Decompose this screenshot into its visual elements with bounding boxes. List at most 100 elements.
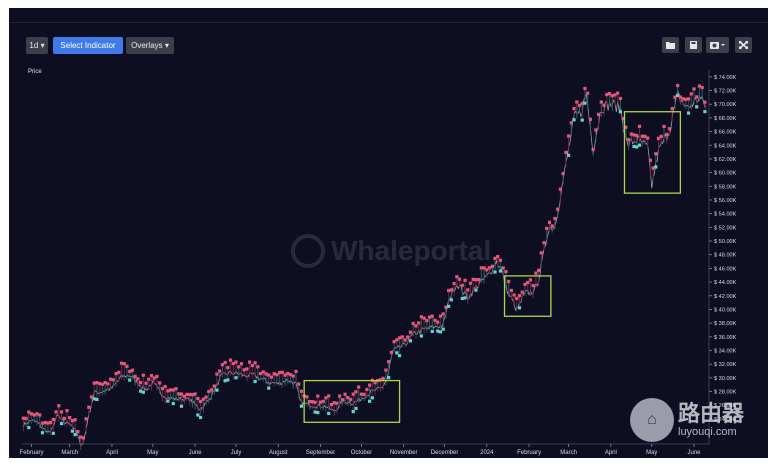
x-tick-label: March: [61, 450, 78, 456]
sell-marker: [119, 361, 124, 365]
y-tick-label: $ 34.00K: [714, 348, 737, 354]
buy-marker: [196, 413, 200, 417]
sell-marker: [128, 369, 132, 373]
sell-marker: [237, 365, 241, 369]
buy-marker: [313, 410, 317, 414]
buy-marker: [438, 330, 443, 334]
sell-marker: [335, 401, 339, 405]
sell-marker: [49, 420, 53, 425]
sell-marker: [136, 377, 140, 381]
buy-marker: [327, 411, 331, 416]
buy-marker: [316, 410, 320, 415]
sell-marker: [520, 290, 524, 294]
sell-marker: [76, 429, 80, 434]
buy-marker: [234, 376, 238, 380]
x-tick-label: August: [269, 450, 288, 456]
sell-marker: [517, 294, 522, 298]
sell-marker: [196, 396, 200, 401]
sell-marker: [332, 401, 336, 405]
buy-marker: [463, 296, 467, 300]
y-tick-label: $ 46.00K: [714, 266, 737, 272]
sell-marker: [373, 381, 377, 385]
sell-marker: [378, 378, 383, 382]
sell-marker: [477, 278, 481, 282]
sell-marker: [261, 370, 265, 374]
sell-marker: [158, 381, 162, 385]
sell-marker: [250, 363, 254, 368]
y-tick-label: $ 48.00K: [714, 253, 737, 259]
buy-marker: [387, 376, 391, 380]
sell-marker: [207, 389, 211, 394]
sell-marker: [54, 410, 58, 414]
sell-marker: [686, 97, 691, 101]
sell-marker: [618, 96, 622, 101]
sell-marker: [359, 392, 364, 396]
sell-marker: [569, 121, 573, 125]
y-tick-label: $ 26.00K: [714, 403, 737, 409]
fullscreen-icon[interactable]: [735, 37, 752, 53]
buy-marker: [215, 388, 219, 392]
sell-marker: [231, 361, 235, 366]
sell-marker: [654, 152, 658, 156]
sell-marker: [133, 374, 137, 378]
sell-marker: [24, 416, 28, 421]
sell-marker: [275, 373, 279, 377]
sell-marker: [327, 394, 331, 398]
buy-marker: [138, 389, 143, 393]
sell-marker: [397, 336, 402, 340]
save-icon[interactable]: [685, 37, 702, 53]
sell-marker: [278, 370, 282, 375]
y-tick-label: $ 42.00K: [714, 294, 737, 300]
sell-marker: [234, 360, 238, 364]
sell-marker: [152, 376, 156, 380]
buy-marker: [299, 404, 304, 408]
y-tick-label: $ 54.00K: [714, 212, 737, 218]
sell-marker: [490, 264, 494, 268]
sell-marker: [122, 362, 126, 366]
sell-marker: [43, 420, 47, 425]
sell-marker: [646, 136, 650, 140]
sell-marker: [616, 91, 620, 95]
sell-marker: [95, 381, 99, 385]
buy-marker: [141, 390, 145, 394]
buy-marker: [253, 379, 257, 384]
y-tick-label: $ 70.00K: [714, 102, 737, 108]
x-tick-label: April: [106, 450, 118, 456]
sell-marker: [340, 398, 344, 402]
sell-marker: [583, 86, 587, 91]
folder-icon[interactable]: [662, 37, 679, 53]
sell-marker: [474, 278, 478, 282]
y-tick-label: $ 62.00K: [714, 157, 737, 163]
y-tick-label: $ 74.00K: [714, 75, 737, 81]
overlays-dropdown[interactable]: Overlays ▾: [126, 37, 174, 54]
sell-marker: [564, 150, 568, 155]
sell-marker: [212, 384, 216, 388]
interval-label: 1d: [29, 41, 39, 50]
buy-marker: [441, 327, 445, 331]
sell-marker: [87, 405, 91, 409]
sell-marker: [567, 134, 571, 138]
sell-marker: [362, 392, 366, 396]
sell-marker: [68, 416, 72, 420]
interval-dropdown[interactable]: 1d ▾: [26, 37, 48, 54]
sell-marker: [256, 365, 260, 369]
x-tick-label: February: [517, 450, 541, 456]
sell-marker: [577, 103, 582, 107]
sell-marker: [605, 93, 609, 97]
buy-marker: [95, 397, 99, 402]
buy-marker: [27, 425, 31, 430]
buy-marker: [92, 397, 96, 401]
sell-marker: [220, 363, 224, 367]
y-tick-label: $ 52.00K: [714, 225, 737, 231]
sell-marker: [580, 101, 584, 105]
sell-marker: [357, 385, 361, 389]
sell-marker: [558, 187, 563, 191]
select-indicator-button[interactable]: Select Indicator: [53, 37, 123, 54]
sell-marker: [526, 280, 530, 285]
sell-marker: [436, 320, 440, 324]
sell-marker: [425, 319, 429, 323]
camera-icon[interactable]: [706, 37, 729, 53]
y-tick-label: $ 50.00K: [714, 239, 737, 245]
price-line: [23, 89, 707, 447]
overlays-label: Overlays: [131, 41, 163, 50]
